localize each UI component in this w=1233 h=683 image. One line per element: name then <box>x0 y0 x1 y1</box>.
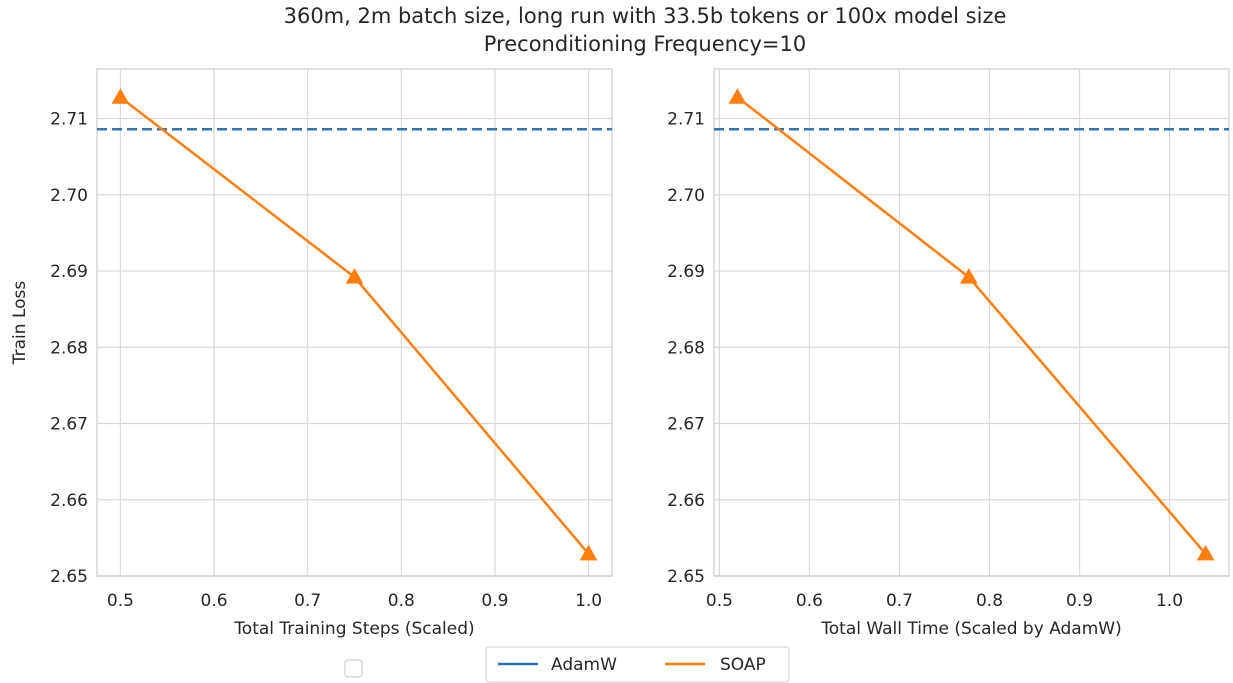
soap-marker <box>1196 544 1215 561</box>
y-tick-label: 2.67 <box>50 415 88 435</box>
legend-adamw-label: AdamW <box>551 655 617 675</box>
y-tick-label: 2.68 <box>50 338 88 358</box>
plot-frame <box>96 68 613 577</box>
soap-marker <box>111 88 130 104</box>
soap-marker <box>345 268 364 284</box>
x-tick-label: 0.7 <box>886 591 913 611</box>
y-tick-label: 2.69 <box>50 262 88 282</box>
x-tick-label: 0.8 <box>976 591 1003 611</box>
x-tick-label: 0.7 <box>294 591 321 611</box>
right-subplot: 0.5 0.6 0.7 0.8 0.9 1.0 2.65 2.66 2.67 2.68 2.69 2.… <box>667 68 1230 639</box>
y-tick-label: 2.71 <box>50 110 88 130</box>
y-tick-label: 2.66 <box>50 491 88 511</box>
x-axis-label: Total Training Steps (Scaled) <box>233 619 474 639</box>
legend-box <box>485 646 790 683</box>
soap-marker <box>579 544 598 561</box>
x-tick-label: 0.8 <box>388 591 415 611</box>
empty-legend-checkbox <box>344 659 363 678</box>
y-tick-label: 2.70 <box>667 186 705 206</box>
x-tick-label: 0.9 <box>1066 591 1093 611</box>
legend-soap-label: SOAP <box>720 655 766 675</box>
y-tick-label: 2.65 <box>50 567 88 587</box>
x-tick-label: 1.0 <box>575 591 602 611</box>
x-tick-label: 0.6 <box>796 591 823 611</box>
soap-line <box>736 96 1207 555</box>
y-axis-label: Train Loss <box>10 281 30 366</box>
soap-marker <box>728 88 747 104</box>
y-tick-label: 2.71 <box>667 110 705 130</box>
x-tick-label: 0.5 <box>706 591 733 611</box>
y-tick-label: 2.65 <box>667 567 705 587</box>
y-tick-label: 2.68 <box>667 338 705 358</box>
legend: AdamW SOAP <box>344 646 790 683</box>
chart-title-line1: 360m, 2m batch size, long run with 33.5b… <box>284 4 1007 28</box>
soap-line <box>119 96 590 555</box>
chart-title-line2: Preconditioning Frequency=10 <box>484 32 806 56</box>
y-tick-label: 2.69 <box>667 262 705 282</box>
x-tick-label: 0.9 <box>481 591 508 611</box>
soap-marker <box>959 268 978 284</box>
x-tick-label: 0.5 <box>107 591 134 611</box>
y-tick-label: 2.70 <box>50 186 88 206</box>
x-tick-label: 1.0 <box>1156 591 1183 611</box>
y-tick-label: 2.66 <box>667 491 705 511</box>
y-tick-label: 2.67 <box>667 415 705 435</box>
plot-frame <box>713 68 1230 577</box>
x-axis-label: Total Wall Time (Scaled by AdamW) <box>820 619 1121 639</box>
x-tick-label: 0.6 <box>201 591 228 611</box>
left-subplot: 0.5 0.6 0.7 0.8 0.9 1.0 2.65 2.66 2.67 2.68 2.69 2.… <box>10 68 613 639</box>
